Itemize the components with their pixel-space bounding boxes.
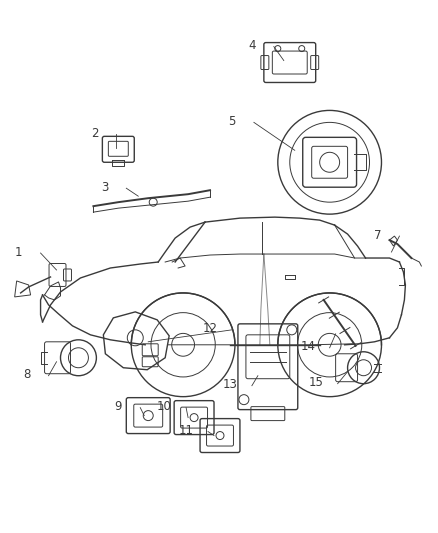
Text: 3: 3 <box>101 181 108 193</box>
Text: 7: 7 <box>374 229 381 241</box>
Text: 13: 13 <box>223 378 237 391</box>
Text: 2: 2 <box>91 127 98 140</box>
Text: 5: 5 <box>228 115 236 128</box>
Text: 10: 10 <box>157 400 172 413</box>
Text: 9: 9 <box>115 400 122 413</box>
Text: 12: 12 <box>202 322 218 335</box>
Text: 15: 15 <box>308 376 323 389</box>
Text: 14: 14 <box>300 340 315 353</box>
Text: 1: 1 <box>15 246 22 259</box>
Text: 4: 4 <box>248 39 256 52</box>
Text: 11: 11 <box>179 424 194 437</box>
Text: 8: 8 <box>23 368 30 381</box>
